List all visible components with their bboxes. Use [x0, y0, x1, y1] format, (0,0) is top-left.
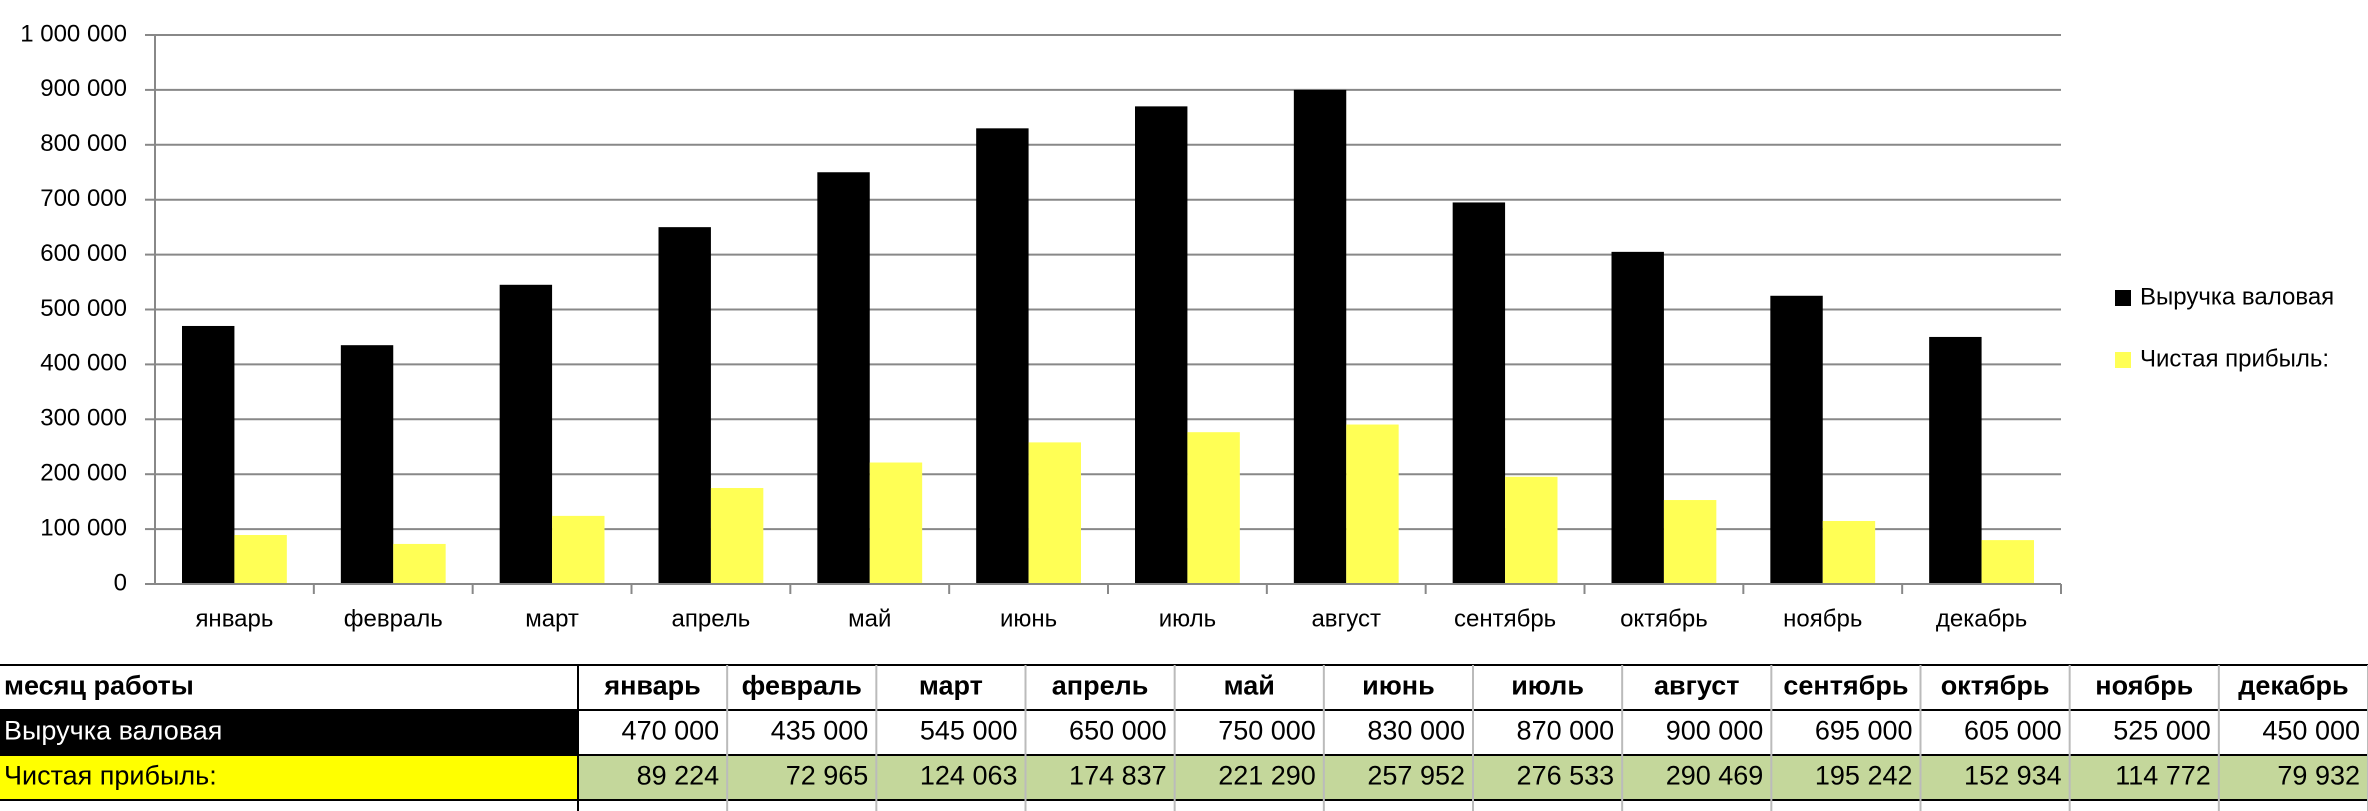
table-cell: 750 000 [1218, 716, 1316, 746]
table-cell: 257 952 [1367, 761, 1465, 791]
table-col-header: ноябрь [2095, 671, 2193, 701]
table-col-header: декабрь [2238, 671, 2348, 701]
y-tick-label: 400 000 [40, 350, 127, 377]
x-tick-label: январь [195, 605, 273, 632]
y-tick-label: 1 000 000 [20, 20, 127, 47]
y-tick-label: 800 000 [40, 130, 127, 157]
bar [1929, 336, 1982, 584]
x-tick-label: июнь [1000, 605, 1057, 632]
table-col-header: май [1224, 671, 1275, 701]
bar [552, 515, 605, 584]
table-cell: 435 000 [771, 716, 869, 746]
table-col-header: октябрь [1941, 671, 2050, 701]
table-cell: 221 290 [1218, 761, 1316, 791]
legend-swatch [2115, 352, 2131, 368]
table-cell: 650 000 [1069, 716, 1167, 746]
bar [1505, 476, 1558, 584]
bar [1822, 520, 1876, 584]
x-tick-label: декабрь [1936, 605, 2027, 632]
x-tick-label: август [1311, 605, 1381, 632]
bar [869, 462, 923, 584]
bar [1135, 106, 1188, 585]
table-col-header: сентябрь [1783, 671, 1908, 701]
table-col-header: февраль [742, 671, 862, 701]
row-header: Чистая прибыль: [4, 761, 217, 791]
x-tick-label: май [848, 605, 891, 632]
legend-label: Чистая прибыль: [2140, 345, 2329, 372]
table-col-header: август [1654, 671, 1739, 701]
bar [182, 325, 235, 584]
bar [1028, 442, 1081, 584]
table-cell: 195 242 [1815, 761, 1913, 791]
table-header: месяц работы [4, 671, 194, 701]
bar [1770, 295, 1823, 584]
table-col-header: апрель [1052, 671, 1149, 701]
table-cell: 695 000 [1815, 716, 1913, 746]
legend-label: Выручка валовая [2140, 283, 2334, 310]
bar [1187, 432, 1240, 584]
table-cell: 470 000 [622, 716, 720, 746]
bar [499, 284, 553, 584]
table-cell: 174 837 [1069, 761, 1167, 791]
table-cell: 545 000 [920, 716, 1018, 746]
y-tick-label: 700 000 [40, 185, 127, 212]
bar [1293, 89, 1347, 585]
table-cell: 276 533 [1517, 761, 1615, 791]
row-head-bg [0, 755, 578, 800]
y-tick-label: 200 000 [40, 460, 127, 487]
bar [1663, 500, 1717, 584]
legend-swatch [2115, 290, 2131, 306]
bar [1346, 424, 1399, 584]
table-cell: 870 000 [1517, 716, 1615, 746]
table-cell: 79 932 [2277, 761, 2360, 791]
bar [1981, 540, 2034, 584]
bar [234, 535, 287, 584]
bar [393, 543, 446, 584]
table-cell: 124 063 [920, 761, 1018, 791]
bar [710, 488, 764, 584]
table-col-header: январь [603, 671, 700, 701]
table-cell: 290 469 [1666, 761, 1764, 791]
x-tick-label: октябрь [1620, 605, 1708, 632]
x-tick-label: март [525, 605, 579, 632]
table-cell: 525 000 [2113, 716, 2211, 746]
y-tick-label: 500 000 [40, 295, 127, 322]
table-cell: 114 772 [2115, 761, 2211, 791]
x-tick-label: февраль [344, 605, 443, 632]
bar [340, 345, 394, 584]
table-cell: 900 000 [1666, 716, 1764, 746]
bar [976, 128, 1029, 584]
bar [1452, 202, 1506, 584]
table-col-header: март [919, 671, 983, 701]
table-cell: 450 000 [2262, 716, 2360, 746]
y-tick-label: 0 [114, 569, 127, 596]
x-tick-label: ноябрь [1783, 605, 1862, 632]
table-col-header: июль [1511, 671, 1584, 701]
x-tick-label: сентябрь [1454, 605, 1556, 632]
table-cell: 152 934 [1964, 761, 2062, 791]
bar [658, 227, 711, 584]
x-tick-label: апрель [672, 605, 751, 632]
row-header: Выручка валовая [4, 716, 222, 746]
table-cell: 89 224 [637, 761, 720, 791]
y-tick-label: 900 000 [40, 75, 127, 102]
y-tick-label: 100 000 [40, 514, 127, 541]
bar [817, 172, 870, 584]
table-col-header: июнь [1362, 671, 1435, 701]
row-head-bg [0, 710, 578, 755]
y-tick-label: 300 000 [40, 405, 127, 432]
table-cell: 72 965 [786, 761, 869, 791]
y-tick-label: 600 000 [40, 240, 127, 267]
x-tick-label: июль [1159, 605, 1216, 632]
table-cell: 830 000 [1367, 716, 1465, 746]
bar [1611, 251, 1664, 585]
table-cell: 605 000 [1964, 716, 2062, 746]
